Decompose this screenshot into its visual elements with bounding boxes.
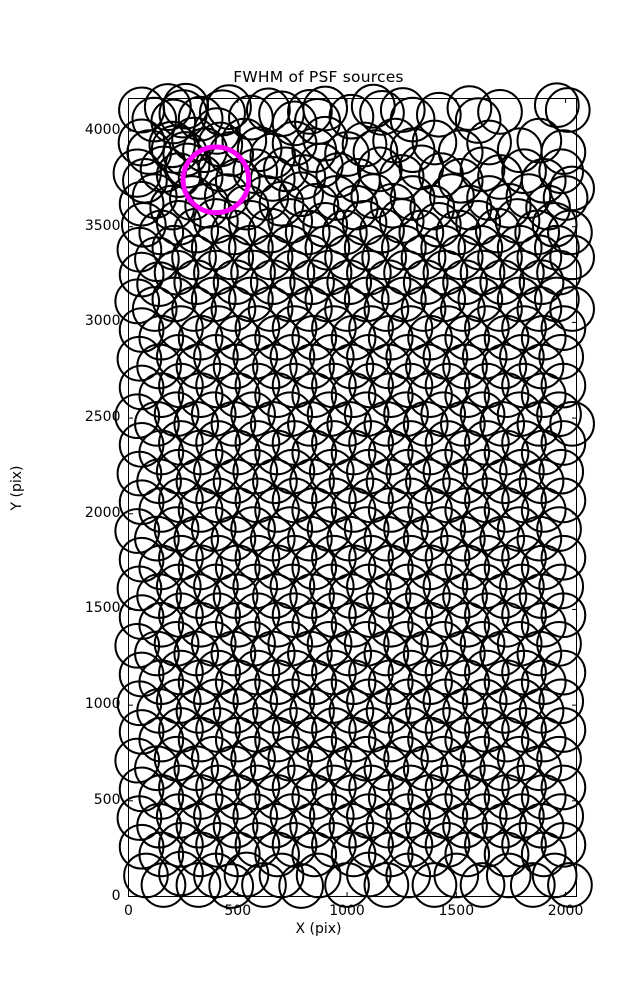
x-axis-label: X (pix) [295, 921, 342, 937]
x-tick-label: 1500 [438, 902, 475, 919]
axis-ticks [128, 98, 577, 897]
y-tick-label: 1500 [84, 600, 121, 617]
x-tick-label: 2000 [547, 902, 584, 919]
y-tick-label: 3500 [84, 217, 121, 234]
y-tick-label: 3000 [84, 313, 121, 330]
y-tick-label: 1000 [84, 696, 121, 713]
y-tick-label: 4000 [84, 122, 121, 139]
y-axis-label: Y (pix) [9, 465, 25, 511]
selected-source-marker[interactable] [180, 144, 252, 216]
x-tick-label: 0 [124, 902, 133, 919]
x-tick-label: 500 [224, 902, 252, 919]
x-tick-label: 1000 [329, 902, 365, 919]
y-tick-label: 0 [111, 887, 121, 904]
y-tick-label: 2500 [84, 409, 121, 426]
y-tick-label: 500 [93, 791, 121, 808]
y-tick-label: 2000 [84, 504, 121, 521]
data-points [112, 82, 595, 909]
